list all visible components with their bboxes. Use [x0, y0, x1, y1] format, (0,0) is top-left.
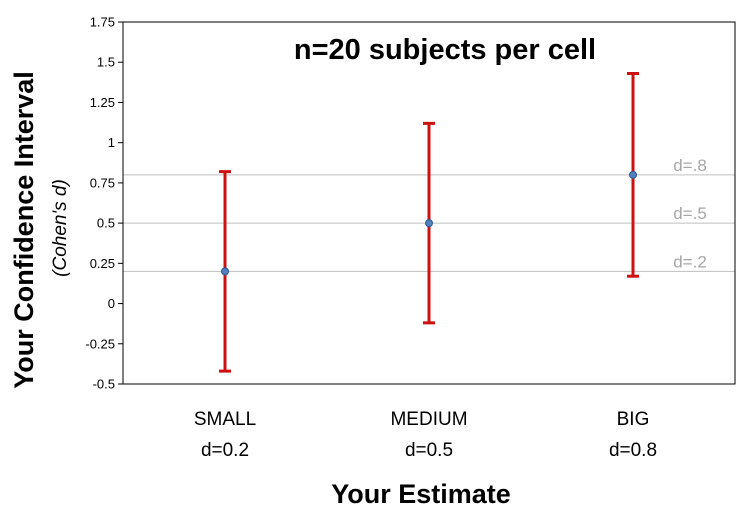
x-category-label: BIG: [617, 409, 650, 430]
y-tick-label: 0.5: [97, 216, 115, 231]
x-category-label: MEDIUM: [390, 409, 467, 430]
plot-frame: [122, 21, 736, 385]
x-category-sublabel: d=0.5: [405, 440, 453, 461]
chart-title: n=20 subjects per cell: [294, 34, 596, 66]
y-axis-sublabel: (Cohen's d): [50, 179, 71, 277]
x-category-label: SMALL: [194, 409, 256, 430]
data-point: [221, 267, 229, 276]
y-tick-label: 1: [108, 135, 115, 150]
series: [219, 71, 639, 373]
reference-line-label: d=.2: [673, 252, 707, 271]
data-point-group: [627, 71, 639, 278]
x-axis-label: Your Estimate: [331, 479, 511, 509]
y-tick-label: 0.75: [90, 175, 115, 190]
axes: [122, 21, 736, 385]
y-tick-label: 1.75: [90, 15, 115, 30]
x-category-sublabel: d=0.8: [609, 440, 657, 461]
reference-line-label: d=.8: [673, 156, 707, 175]
data-point-group: [219, 170, 231, 373]
data-point: [425, 219, 433, 228]
x-categories: SMALL d=0.2 MEDIUM d=0.5 BIG d=0.8: [194, 409, 657, 461]
y-tick-label: 1.25: [90, 95, 115, 110]
y-tick-label: 1.5: [97, 55, 115, 70]
y-ticks: -0.5 -0.25 0 0.25 0.5 0.75 1 1.25 1.5 1.75: [85, 15, 123, 392]
y-tick-label: -0.25: [85, 336, 115, 351]
y-tick-label: 0.25: [90, 256, 115, 271]
y-tick-label: -0.5: [93, 377, 115, 392]
data-point: [629, 170, 637, 179]
y-tick-label: 0: [108, 296, 115, 311]
data-point-group: [423, 121, 435, 325]
reference-labels: d=.8 d=.5 d=.2: [673, 156, 707, 272]
y-axis-label: Your Confidence Interval: [9, 71, 39, 389]
x-category-sublabel: d=0.2: [201, 440, 249, 461]
reference-line-label: d=.5: [673, 204, 707, 223]
